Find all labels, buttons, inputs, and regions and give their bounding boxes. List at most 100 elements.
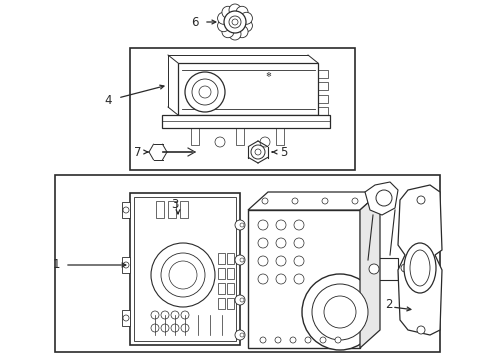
Bar [130, 193, 240, 345]
Circle shape [258, 256, 268, 266]
Circle shape [229, 4, 241, 16]
Text: 2: 2 [385, 298, 392, 311]
Circle shape [192, 79, 218, 105]
Bar [168, 201, 176, 218]
Circle shape [376, 190, 392, 206]
Circle shape [262, 198, 268, 204]
Circle shape [235, 295, 245, 305]
Circle shape [171, 311, 179, 319]
Circle shape [171, 324, 179, 332]
Circle shape [181, 311, 189, 319]
Circle shape [276, 220, 286, 230]
Ellipse shape [404, 243, 436, 293]
Circle shape [235, 255, 245, 265]
Circle shape [312, 284, 368, 340]
Text: 5: 5 [280, 145, 287, 158]
Circle shape [229, 28, 241, 40]
Circle shape [417, 196, 425, 204]
Circle shape [185, 72, 225, 112]
Circle shape [240, 223, 244, 227]
Circle shape [258, 274, 268, 284]
Circle shape [294, 274, 304, 284]
Bar [218, 268, 225, 279]
Circle shape [232, 19, 238, 25]
Circle shape [241, 20, 252, 32]
Bar [318, 70, 328, 78]
Text: ❄: ❄ [265, 72, 271, 78]
Circle shape [161, 324, 169, 332]
Circle shape [224, 11, 246, 33]
Circle shape [322, 198, 328, 204]
Circle shape [229, 16, 241, 28]
Circle shape [241, 12, 252, 24]
Circle shape [352, 198, 358, 204]
Circle shape [123, 207, 129, 213]
Circle shape [151, 324, 159, 332]
Circle shape [251, 145, 265, 159]
Bar [134, 197, 236, 341]
Circle shape [258, 238, 268, 248]
Circle shape [255, 149, 261, 155]
Bar [180, 201, 188, 218]
Bar [318, 107, 328, 115]
Polygon shape [248, 192, 380, 210]
Polygon shape [178, 63, 318, 115]
Bar [122, 202, 130, 218]
Bar [227, 268, 234, 279]
Bar [55, 175, 440, 352]
Circle shape [276, 238, 286, 248]
Bar [156, 201, 164, 218]
Circle shape [320, 337, 326, 343]
Circle shape [305, 337, 311, 343]
Circle shape [258, 220, 268, 230]
Circle shape [169, 261, 197, 289]
Bar [227, 253, 234, 264]
Bar [130, 48, 355, 170]
Polygon shape [398, 185, 442, 335]
Circle shape [276, 256, 286, 266]
Bar [362, 258, 398, 280]
Polygon shape [162, 115, 330, 128]
Text: 3: 3 [172, 198, 179, 211]
Circle shape [260, 337, 266, 343]
Bar [218, 253, 225, 264]
Circle shape [199, 86, 211, 98]
Circle shape [236, 6, 248, 18]
Circle shape [417, 326, 425, 334]
Circle shape [218, 12, 230, 24]
Circle shape [240, 333, 244, 337]
Circle shape [240, 258, 244, 262]
Bar [276, 128, 284, 145]
Circle shape [260, 137, 270, 147]
Bar [318, 95, 328, 103]
Bar [318, 82, 328, 90]
Polygon shape [365, 182, 398, 215]
Circle shape [292, 198, 298, 204]
Bar [227, 283, 234, 294]
Circle shape [218, 20, 230, 32]
Circle shape [161, 253, 205, 297]
Bar [191, 128, 199, 145]
Bar [236, 128, 244, 145]
Bar [218, 298, 225, 309]
Circle shape [161, 311, 169, 319]
Circle shape [222, 6, 234, 18]
Text: 6: 6 [192, 15, 199, 28]
Bar [122, 310, 130, 326]
Circle shape [294, 220, 304, 230]
Polygon shape [360, 192, 380, 348]
Circle shape [181, 324, 189, 332]
Circle shape [335, 337, 341, 343]
Circle shape [151, 243, 215, 307]
Circle shape [222, 26, 234, 38]
Circle shape [215, 137, 225, 147]
Text: 7: 7 [133, 145, 141, 158]
Ellipse shape [410, 250, 430, 286]
Text: 1: 1 [52, 258, 60, 271]
Circle shape [236, 26, 248, 38]
Circle shape [123, 315, 129, 321]
Circle shape [123, 262, 129, 268]
Bar [227, 298, 234, 309]
Circle shape [290, 337, 296, 343]
Circle shape [235, 330, 245, 340]
